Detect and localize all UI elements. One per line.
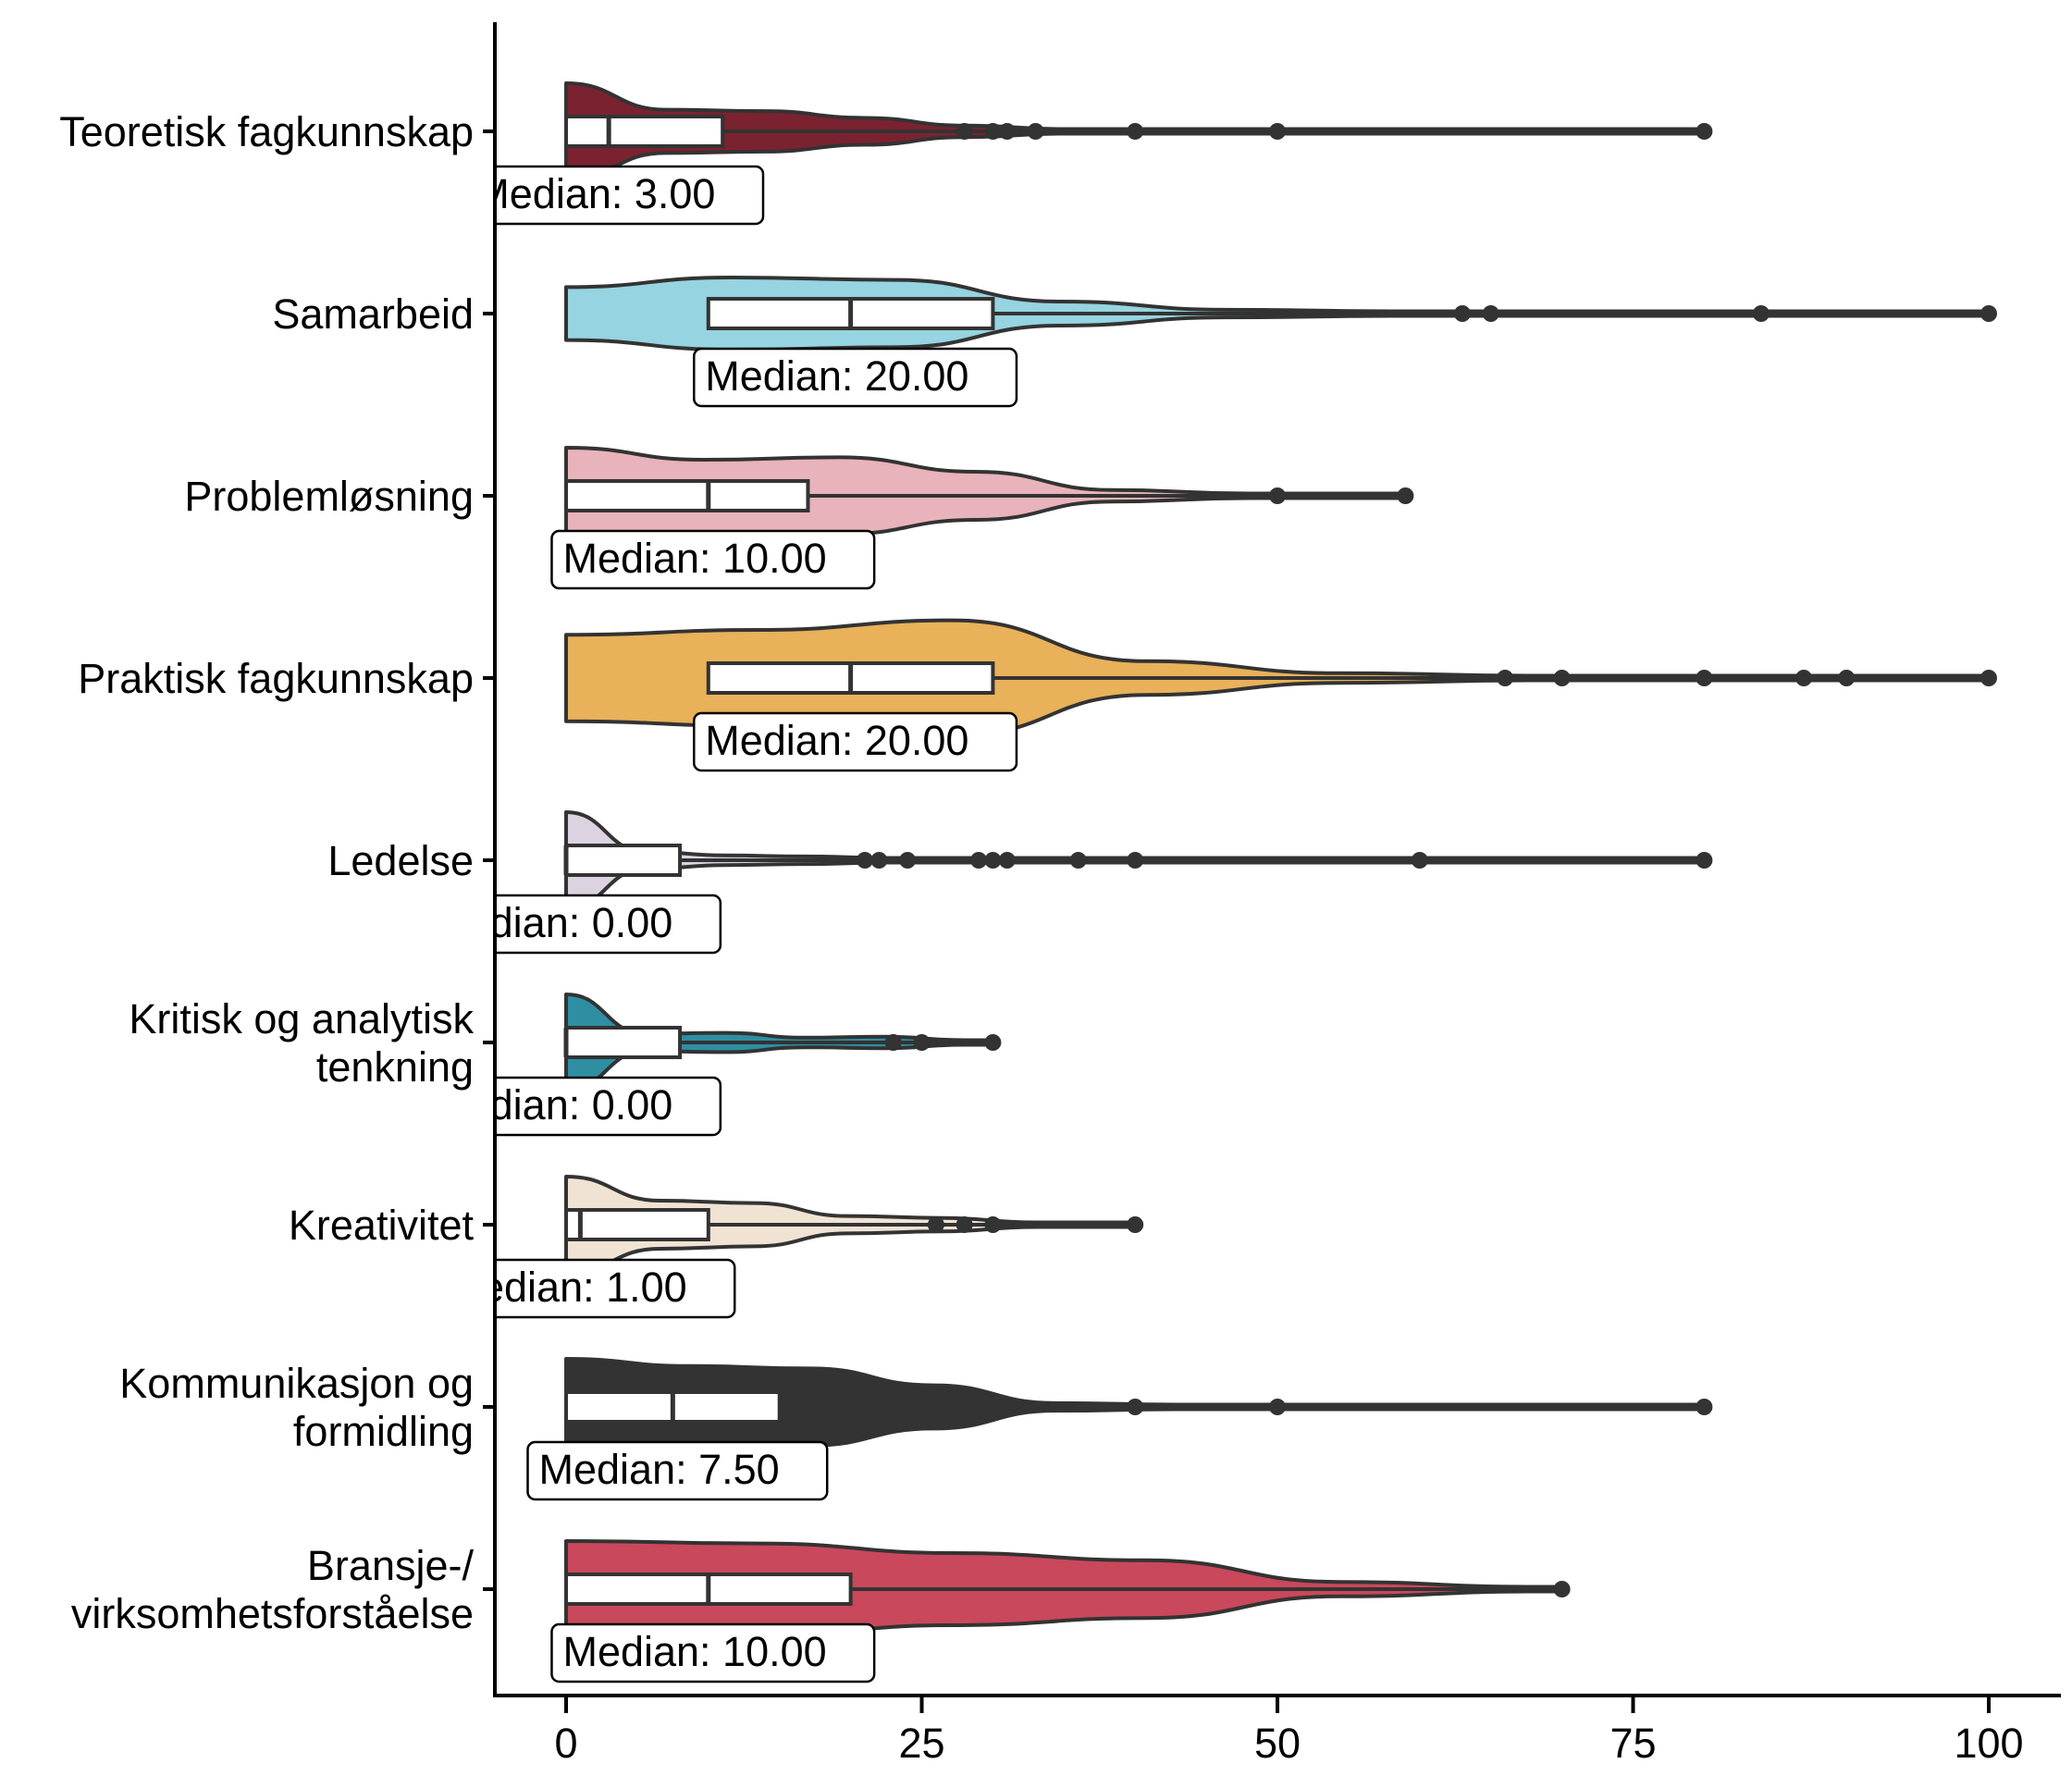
violin-group	[564, 1539, 1571, 1639]
box	[564, 479, 810, 512]
y-axis-label: Samarbeid	[272, 290, 474, 338]
median-label-text: Median: 20.00	[705, 352, 968, 400]
violin-group	[563, 810, 1713, 910]
violin-group	[564, 1175, 1144, 1275]
y-axis-label: Bransje-/virksomhetsforståelse	[71, 1542, 475, 1637]
outlier-point	[984, 123, 1002, 140]
outlier-point	[1696, 670, 1713, 686]
median-label: Median: 10.00	[550, 1622, 876, 1684]
median-label-text: Median: 20.00	[705, 717, 968, 764]
median-label: Median: 3.00	[462, 165, 765, 226]
y-axis-label: Ledelse	[327, 837, 474, 884]
median-label-box	[693, 711, 1018, 772]
outlier-point	[1269, 123, 1286, 140]
outlier-point	[1127, 1216, 1144, 1233]
violin-group	[564, 446, 1414, 546]
outlier-point	[1553, 1581, 1571, 1597]
outlier-point	[899, 852, 917, 869]
outlier-point	[884, 1034, 902, 1051]
outlier-point	[984, 852, 1002, 869]
box	[564, 1026, 683, 1059]
outlier-point	[1127, 852, 1144, 869]
outlier-point	[956, 1216, 973, 1233]
outlier-point	[1482, 305, 1499, 322]
box	[564, 844, 683, 877]
outlier-point	[1980, 305, 1997, 322]
y-axis-label: Teoretisk fagkunnskap	[59, 108, 474, 155]
median-label-box	[693, 347, 1018, 408]
outlier-point	[1696, 852, 1713, 869]
outlier-point	[1980, 670, 1997, 686]
outlier-point	[1127, 1399, 1144, 1415]
median-labels: Median: 3.00 Median: 20.00 Median: 10.00 Me…	[0, 0, 1018, 1776]
outlier-point	[1553, 670, 1571, 686]
median-label-text: Median: 10.00	[562, 1628, 826, 1675]
median-label-box	[550, 1622, 876, 1684]
y-axis-label: Praktisk fagkunnskap	[78, 655, 474, 702]
violin-group	[563, 993, 1002, 1092]
outlier-point	[1027, 123, 1044, 140]
x-tick-label: 100	[1954, 1720, 2023, 1767]
outlier-point	[1752, 305, 1770, 322]
outlier-point	[1269, 1399, 1286, 1415]
outlier-point	[1795, 670, 1813, 686]
outlier-point	[927, 1216, 944, 1233]
box	[564, 115, 725, 148]
outlier-point	[1127, 123, 1144, 140]
violin-group	[564, 276, 1997, 352]
x-tick-label: 25	[898, 1720, 944, 1767]
median-label: Median: 7.50	[526, 1440, 829, 1501]
outlier-point	[984, 1216, 1002, 1233]
outlier-point	[998, 123, 1016, 140]
outlier-point	[913, 1034, 931, 1051]
violin-group	[564, 81, 1713, 181]
outlier-point	[856, 852, 873, 869]
clip-mask	[0, 0, 493, 1776]
median-label-box	[526, 1440, 829, 1501]
box	[564, 1208, 710, 1241]
median-label: Median: 20.00	[693, 347, 1018, 408]
median-label: Median: 20.00	[693, 711, 1018, 772]
median-label-text: Median: 3.00	[475, 170, 715, 217]
outlier-point	[984, 1034, 1002, 1051]
outlier-point	[970, 852, 988, 869]
median-label-text: Median: 10.00	[562, 535, 826, 582]
y-axis-label: Problemløsning	[184, 473, 474, 520]
y-axis-label: Kommunikasjon og formidling	[119, 1360, 474, 1455]
outlier-point	[1269, 487, 1286, 504]
outlier-point	[956, 123, 973, 140]
outlier-point	[1069, 852, 1087, 869]
outlier-point	[1497, 670, 1514, 686]
violin-group	[564, 1357, 1713, 1457]
plot-area	[563, 81, 1997, 1639]
x-tick-label: 75	[1610, 1720, 1656, 1767]
outlier-point	[1696, 1399, 1713, 1415]
median-label-text: Median: 7.50	[539, 1446, 780, 1493]
outlier-point	[870, 852, 888, 869]
outlier-point	[1411, 852, 1428, 869]
outlier-point	[998, 852, 1016, 869]
outlier-point	[1696, 123, 1713, 140]
y-axis-label: Kreativitet	[289, 1202, 475, 1249]
x-tick-label: 0	[554, 1720, 577, 1767]
median-label-box	[550, 529, 876, 590]
outlier-point	[1397, 487, 1414, 504]
outlier-point	[1838, 670, 1856, 686]
y-axis-label: Kritisk og analytisk tenkning	[129, 995, 474, 1091]
outlier-point	[1453, 305, 1471, 322]
median-label: Median: 10.00	[550, 529, 876, 590]
axes: 0 25 50 75 100 Teoretisk fagkunnskap Samarbeid…	[59, 22, 2061, 1767]
x-tick-label: 50	[1254, 1720, 1301, 1767]
